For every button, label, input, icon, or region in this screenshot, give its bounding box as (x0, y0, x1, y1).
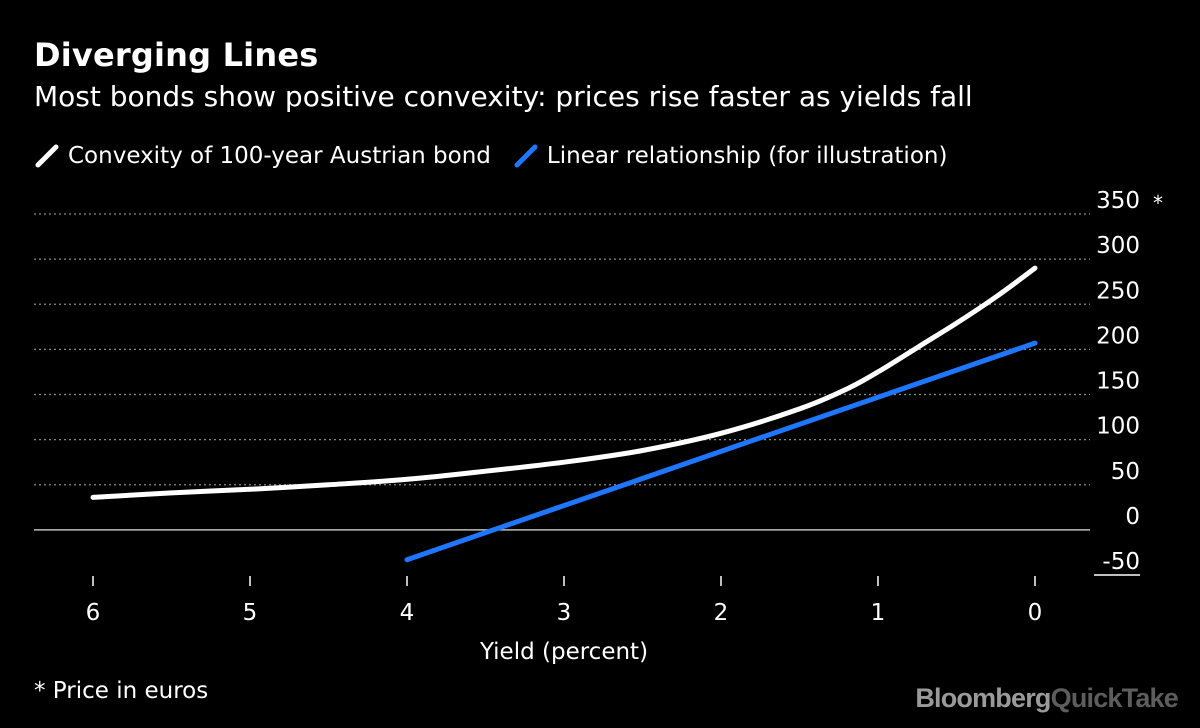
legend-swatch-blue (514, 144, 538, 168)
x-axis: 6 5 4 3 2 1 0 Yield (percent) (86, 576, 1043, 665)
legend-item-austrian-bond: Convexity of 100-year Austrian bond (34, 143, 491, 169)
x-tick-label-1: 1 (871, 600, 886, 626)
x-tick-label-2: 2 (714, 600, 729, 626)
y-tick-label--50: -50 (1102, 549, 1140, 575)
series-lines (90, 265, 1038, 563)
x-tick-label-6: 6 (86, 600, 101, 626)
legend-label-austrian-bond: Convexity of 100-year Austrian bond (68, 143, 491, 169)
y-tick-label-150: 150 (1096, 369, 1140, 395)
y-tick-label-350: 350 (1096, 188, 1140, 214)
grid-lines (34, 213, 1090, 531)
brand-part-quicktake: QuickTake (1050, 683, 1179, 713)
y-axis-unit-marker: * (1153, 191, 1163, 215)
y-axis-labels: 350 300 250 200 150 100 50 0 -50 * (1094, 188, 1163, 576)
series-line-austrian-bond (90, 265, 1038, 500)
legend-swatch-white (35, 144, 59, 168)
legend: Convexity of 100-year Austrian bond Line… (34, 140, 969, 172)
chart-subtitle: Most bonds show positive convexity: pric… (34, 80, 973, 113)
y-tick-label-50: 50 (1111, 459, 1140, 485)
x-tick-label-5: 5 (243, 600, 258, 626)
y-tick-label-100: 100 (1096, 414, 1140, 440)
x-tick-label-4: 4 (400, 600, 415, 626)
x-tick-label-0: 0 (1028, 600, 1043, 626)
x-axis-title: Yield (percent) (479, 639, 648, 665)
y-tick-label-250: 250 (1096, 278, 1140, 304)
y-tick-label-200: 200 (1096, 323, 1140, 349)
chart-title: Diverging Lines (34, 36, 319, 74)
legend-label-linear: Linear relationship (for illustration) (546, 143, 948, 169)
y-tick-label-300: 300 (1096, 233, 1140, 259)
footnote: * Price in euros (34, 678, 209, 704)
bloomberg-quicktake-logo: BloombergQuickTake (915, 683, 1178, 714)
series-line-linear (404, 340, 1038, 563)
y-tick-label-0: 0 (1125, 504, 1140, 530)
legend-item-linear: Linear relationship (for illustration) (513, 143, 948, 169)
brand-part-bloomberg: Bloomberg (915, 683, 1051, 713)
x-tick-label-3: 3 (557, 600, 572, 626)
